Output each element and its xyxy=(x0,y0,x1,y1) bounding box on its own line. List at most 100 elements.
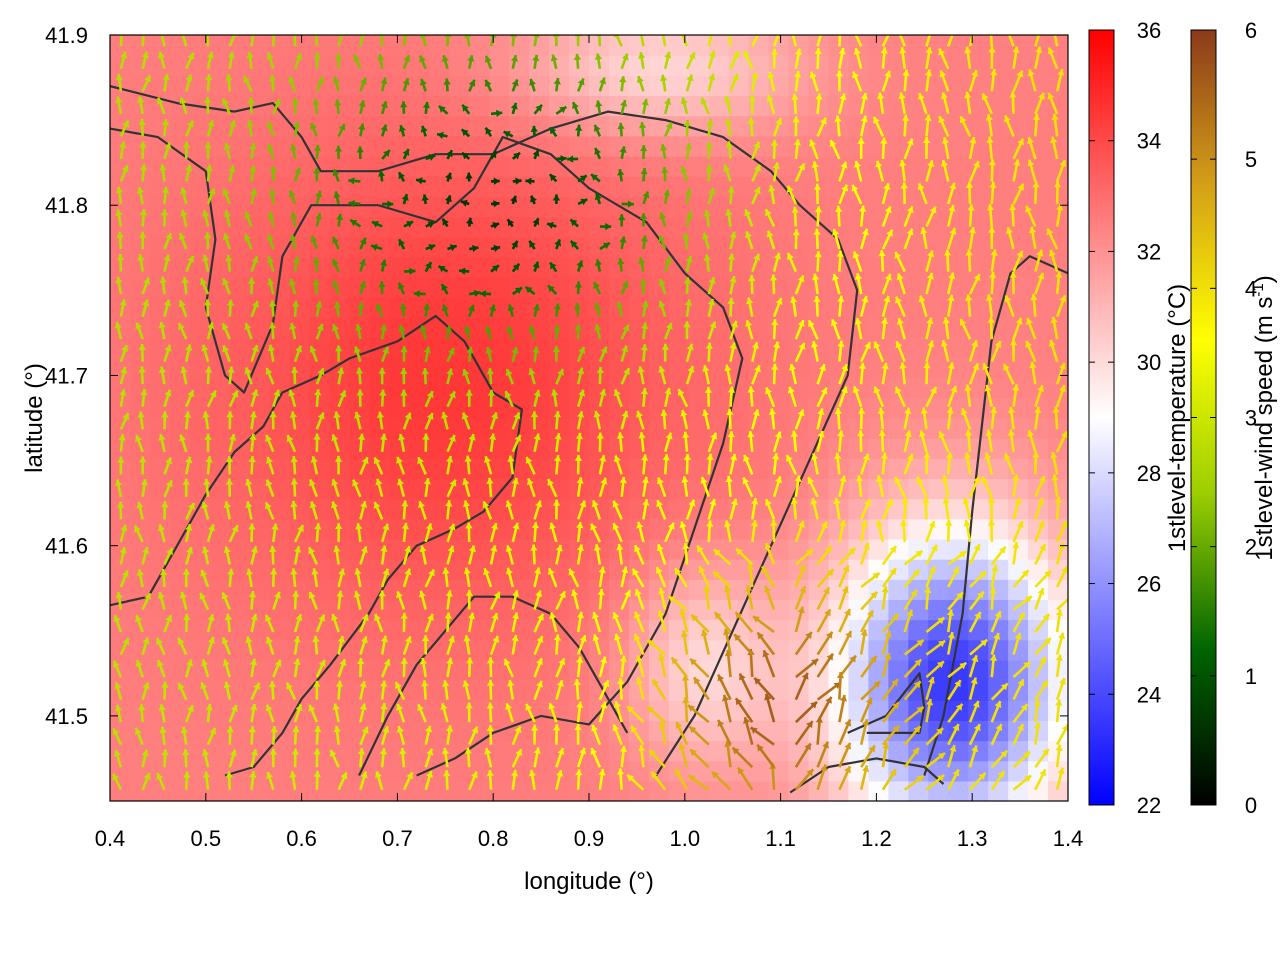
wind-arrow xyxy=(244,322,253,340)
heat-cell xyxy=(808,780,830,801)
heat-cell xyxy=(708,196,730,218)
heat-cell xyxy=(628,276,650,298)
heat-cell xyxy=(608,619,630,641)
heat-cell xyxy=(349,700,371,721)
heat-cell xyxy=(509,317,530,338)
wind-arrow xyxy=(228,524,239,543)
wind-arrow xyxy=(206,187,216,205)
heat-cell xyxy=(828,780,850,801)
heat-cell xyxy=(788,579,810,601)
wind-arrow xyxy=(205,703,213,723)
wind-arrow xyxy=(139,209,148,227)
heat-cell xyxy=(768,720,790,742)
heat-cell xyxy=(189,176,211,197)
heat-cell xyxy=(449,760,470,782)
heat-cell xyxy=(968,720,989,742)
wind-arrow xyxy=(357,748,366,768)
wind-arrow xyxy=(419,78,427,92)
heat-cell xyxy=(668,639,690,661)
wind-arrow xyxy=(246,51,254,69)
heat-cell xyxy=(748,256,770,278)
heat-cell xyxy=(768,639,790,661)
heat-cell xyxy=(668,357,690,379)
wind-arrow xyxy=(553,77,561,92)
heat-cell xyxy=(868,639,889,661)
wind-arrow xyxy=(222,278,231,295)
wind-arrow xyxy=(591,499,602,520)
heat-cell xyxy=(1048,216,1068,238)
wind-arrow xyxy=(571,101,580,115)
heat-cell xyxy=(349,155,371,177)
wind-arrow xyxy=(528,325,536,340)
heat-cell xyxy=(928,115,949,137)
heat-cell xyxy=(788,55,810,76)
wind-arrow xyxy=(377,170,386,182)
heat-cell xyxy=(289,639,311,661)
heat-cell xyxy=(1008,619,1029,641)
heat-cell xyxy=(449,418,470,439)
heat-cell xyxy=(708,155,730,177)
heat-cell xyxy=(1048,317,1068,338)
wind-arrow xyxy=(489,150,498,160)
wind-arrow xyxy=(312,635,320,655)
wind-arrow xyxy=(222,344,231,363)
heat-cell xyxy=(549,155,570,177)
heat-cell xyxy=(768,700,790,721)
heat-cell xyxy=(309,559,331,580)
heat-cell xyxy=(129,478,151,500)
heat-cell xyxy=(249,196,271,218)
heat-cell xyxy=(788,75,810,97)
wind-arrow xyxy=(507,304,515,317)
heat-cell xyxy=(269,538,291,560)
heat-cell xyxy=(648,780,670,801)
heat-cell xyxy=(429,458,450,480)
heat-cell xyxy=(309,760,331,782)
wind-arrow xyxy=(157,51,166,70)
wind-arrow xyxy=(313,52,321,69)
heat-cell xyxy=(429,780,450,801)
wind-arrow xyxy=(183,411,192,430)
wind-arrow xyxy=(119,637,130,656)
heat-cell xyxy=(908,256,929,278)
wind-arrow xyxy=(576,477,584,498)
wind-arrow xyxy=(119,546,127,565)
heat-cell xyxy=(768,55,790,76)
heat-cell xyxy=(608,155,630,177)
heat-cell xyxy=(748,780,770,801)
wind-arrow xyxy=(119,119,130,137)
wind-arrow xyxy=(269,748,277,768)
wind-arrow xyxy=(466,346,474,362)
heat-cell xyxy=(389,297,410,318)
wind-arrow xyxy=(290,568,298,588)
wind-arrow xyxy=(378,281,386,295)
wind-arrow xyxy=(201,501,210,520)
heat-cell xyxy=(589,780,610,801)
wind-arrow xyxy=(289,278,297,295)
heat-cell xyxy=(868,55,889,76)
heat-cell xyxy=(189,700,211,721)
wind-arrow xyxy=(180,366,188,385)
temperature-colorbar-fill xyxy=(1088,29,1115,806)
heat-cell xyxy=(948,518,969,540)
wind-arrow xyxy=(400,346,408,362)
heat-cell xyxy=(569,377,590,399)
heat-cell xyxy=(608,35,630,56)
heat-cell xyxy=(569,780,590,801)
heat-cell xyxy=(589,216,610,238)
heat-cell xyxy=(189,317,211,338)
heat-cell xyxy=(1028,538,1049,560)
heat-cell xyxy=(848,680,870,701)
contour-line xyxy=(110,314,523,777)
wind-arrow xyxy=(139,141,147,159)
wind-arrow xyxy=(574,724,582,745)
heat-cell xyxy=(868,760,889,782)
wind-arrow xyxy=(380,725,390,746)
wind-arrow xyxy=(245,568,254,588)
heat-cell xyxy=(868,599,889,621)
wind-arrow xyxy=(598,454,607,475)
heat-cell xyxy=(668,155,690,177)
wind-arrow xyxy=(468,304,475,318)
heat-cell xyxy=(589,680,610,701)
wind-arrow xyxy=(358,123,366,137)
heat-cell xyxy=(608,276,630,298)
